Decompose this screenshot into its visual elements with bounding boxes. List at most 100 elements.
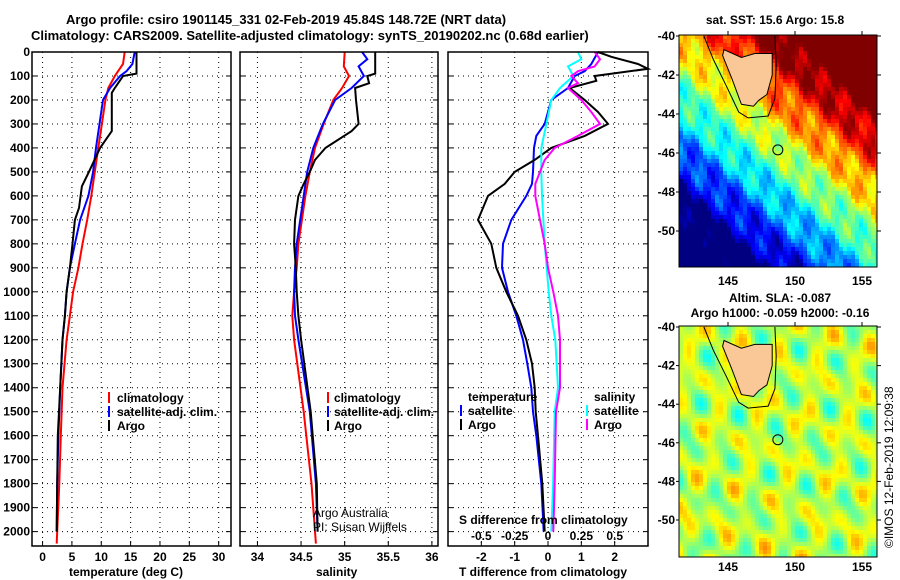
x-tick-label: 35.5 <box>377 550 401 564</box>
plot-frame <box>447 51 649 547</box>
depth-tick-label: 1600 <box>3 429 30 443</box>
depth-tick-label: 100 <box>10 69 30 83</box>
bathymetry-contour <box>703 35 777 119</box>
legend-swatch <box>586 405 588 416</box>
legend-climatology: climatology <box>334 391 401 405</box>
series-argo <box>293 52 377 532</box>
legend-swatch <box>327 420 329 431</box>
lat-tick-label: -46 <box>658 146 676 160</box>
lat-tick-label: -44 <box>658 397 676 411</box>
depth-tick-label: 1400 <box>3 381 30 395</box>
legend-swatch <box>460 405 462 416</box>
legend-climatology: climatology <box>117 391 184 405</box>
x-tick-label: 30 <box>212 550 226 564</box>
lat-tick-label: -42 <box>658 68 676 82</box>
x-tick-label: 34.5 <box>289 550 313 564</box>
map-frame <box>678 34 878 268</box>
s-diff-tick-label: 0.5 <box>606 529 623 543</box>
annotation-pi: PI: Susan Wijffels <box>313 520 407 534</box>
legend-argo: Argo <box>117 419 145 433</box>
legend-swatch <box>327 406 329 417</box>
legend-swatch <box>108 420 110 431</box>
annotation-argo-australia: Argo Australia <box>313 506 388 520</box>
lat-tick-label: -42 <box>658 359 676 373</box>
depth-tick-label: 1900 <box>3 501 30 515</box>
sla-map-subtitle: Argo h1000: -0.059 h2000: -0.16 <box>691 306 870 320</box>
series-temperature-argo <box>476 51 652 532</box>
x-tick-label: -1 <box>509 550 520 564</box>
s-diff-tick-label: -0.25 <box>501 529 529 543</box>
depth-tick-label: 500 <box>10 165 30 179</box>
x-tick-label: 0 <box>545 550 552 564</box>
legend-swatch <box>460 419 462 430</box>
legend-satellite-adj: satellite-adj. clim. <box>117 405 217 419</box>
s-diff-tick-label: 0.25 <box>570 529 594 543</box>
sla-map-title: Altim. SLA: -0.087 <box>729 291 831 305</box>
s-diff-tick-label: 0 <box>545 529 552 543</box>
bathymetry-contour <box>703 326 777 409</box>
legend-temperature-satellite: satellite <box>468 404 513 418</box>
legend-swatch <box>586 419 588 430</box>
depth-tick-label: 1500 <box>3 405 30 419</box>
legend-salinity-title: salinity <box>594 390 636 404</box>
series-satellite-adj-clim- <box>293 51 369 532</box>
depth-tick-label: 800 <box>10 237 30 251</box>
profile-panel-2 <box>447 51 652 547</box>
depth-tick-label: 0 <box>23 45 30 59</box>
lat-tick-label: -40 <box>658 29 676 43</box>
profile-panel-1 <box>239 51 439 547</box>
legend-salinity-argo: Argo <box>594 418 622 432</box>
x-tick-label: -2 <box>476 550 487 564</box>
legend-swatch <box>327 392 329 403</box>
argo-float-marker <box>772 144 784 156</box>
lat-tick-label: -50 <box>658 513 676 527</box>
depth-tick-label: 1200 <box>3 333 30 347</box>
sla-map-raster <box>679 326 877 557</box>
lat-tick-label: -48 <box>658 185 676 199</box>
map-frame <box>678 325 878 558</box>
lon-tick-label: 150 <box>785 560 805 574</box>
lat-tick-label: -44 <box>658 107 676 121</box>
legend-temperature-title: temperature <box>468 390 538 404</box>
x-tick-label: 25 <box>183 550 197 564</box>
depth-tick-label: 900 <box>10 261 30 275</box>
profile-panel-0 <box>31 51 232 547</box>
x-tick-label: 34 <box>251 550 265 564</box>
title-line-1: Argo profile: csiro 1901145_331 02-Feb-2… <box>66 12 506 27</box>
sst-map <box>676 31 881 268</box>
x-tick-label: 5 <box>69 550 76 564</box>
plot-frame <box>31 51 232 547</box>
imos-credit: ©IMOS 12-Feb-2019 12:09:38 <box>882 386 896 548</box>
lat-tick-label: -50 <box>658 224 676 238</box>
series-argo <box>55 52 138 532</box>
legend-satellite-adj: satellite-adj. clim. <box>334 405 434 419</box>
legend-salinity-satellite: satellite <box>594 404 639 418</box>
legend-swatch <box>108 406 110 417</box>
x-tick-label: 10 <box>95 550 109 564</box>
legend-argo: Argo <box>334 419 362 433</box>
depth-tick-label: 1300 <box>3 357 30 371</box>
depth-tick-label: 700 <box>10 213 30 227</box>
depth-tick-label: 300 <box>10 117 30 131</box>
series-salinity-argo <box>534 51 602 532</box>
sst-map-title: sat. SST: 15.6 Argo: 15.8 <box>706 13 845 27</box>
series-temperature-satellite <box>500 51 599 532</box>
s-difference-axis-label: S difference from climatology <box>459 513 628 527</box>
x-tick-label: 35 <box>338 550 352 564</box>
depth-tick-label: 200 <box>10 93 30 107</box>
depth-tick-label: 400 <box>10 141 30 155</box>
x-tick-label: 1 <box>578 550 585 564</box>
salinity-axis-label: salinity <box>316 565 358 579</box>
t-difference-axis-label: T difference from climatology <box>459 565 627 579</box>
legend-swatch <box>108 392 110 403</box>
x-tick-label: 36 <box>425 550 439 564</box>
depth-tick-label: 600 <box>10 189 30 203</box>
plot-frame <box>239 51 439 547</box>
lat-tick-label: -48 <box>658 474 676 488</box>
lon-tick-label: 145 <box>718 560 738 574</box>
series-climatology <box>291 51 351 544</box>
legend-temperature-argo: Argo <box>468 418 496 432</box>
lon-tick-label: 150 <box>785 274 805 288</box>
temperature-axis-label: temperature (deg C) <box>69 565 183 579</box>
